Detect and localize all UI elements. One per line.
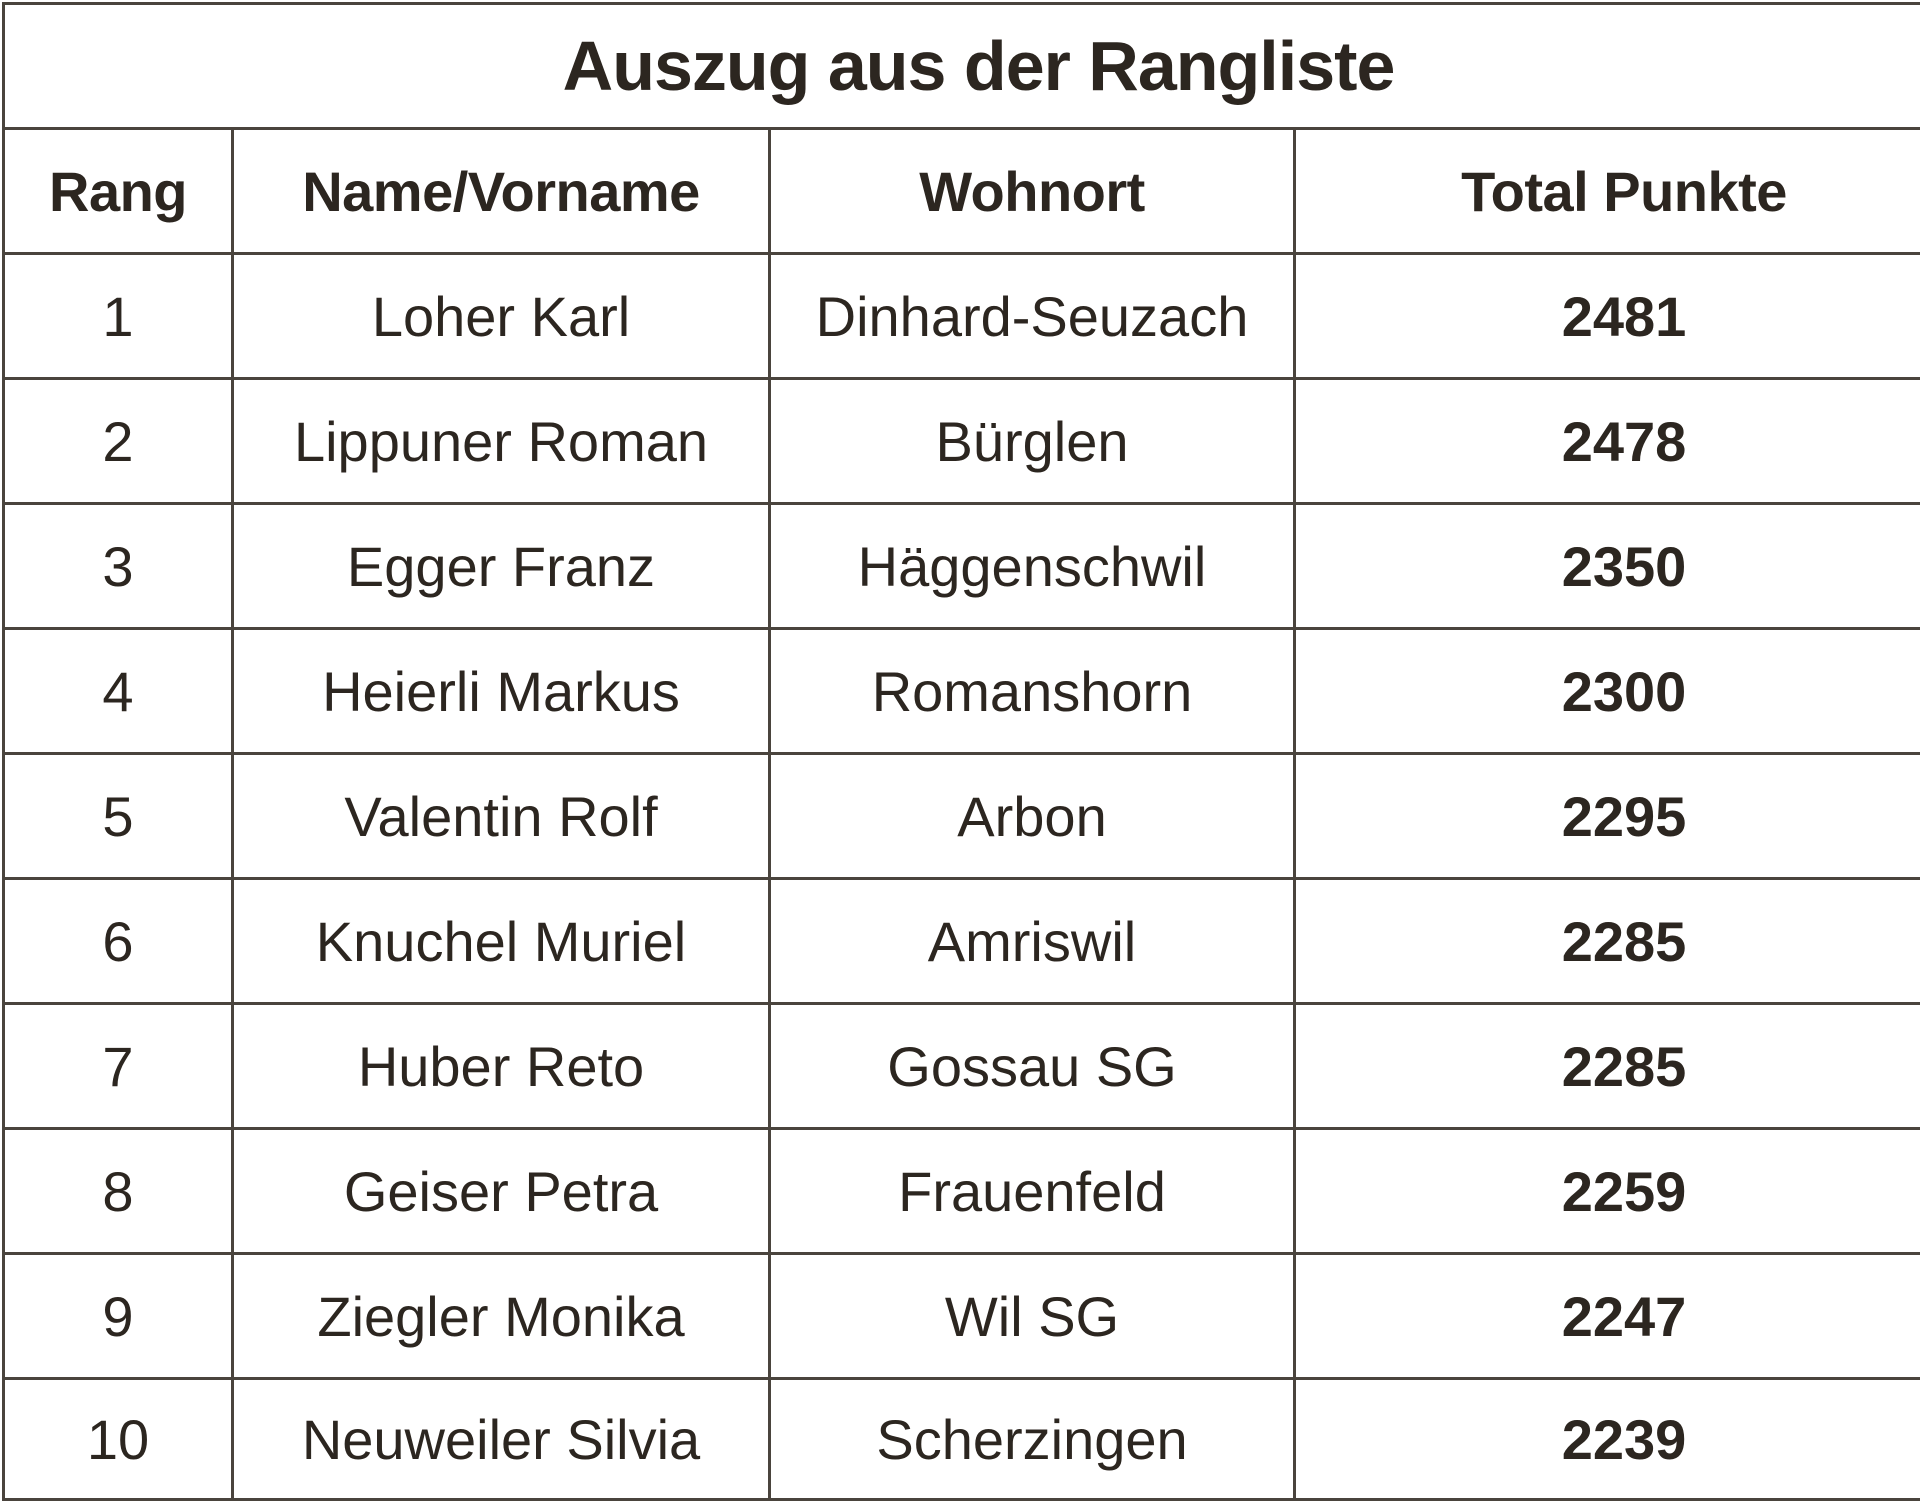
- rank-cell: 6: [2, 877, 234, 1005]
- column-header-rank: Rang: [2, 127, 234, 255]
- points-cell: 2295: [1292, 752, 1920, 880]
- rank-cell: 10: [2, 1377, 234, 1501]
- town-cell: Gossau SG: [768, 1002, 1296, 1130]
- name-cell: Lippuner Roman: [231, 377, 771, 505]
- header-row: Rang Name/Vorname Wohnort Total Punkte: [2, 127, 1920, 255]
- table-row: 3 Egger Franz Häggenschwil 2350: [2, 502, 1920, 630]
- name-cell: Loher Karl: [231, 252, 771, 380]
- name-cell: Huber Reto: [231, 1002, 771, 1130]
- points-cell: 2478: [1292, 377, 1920, 505]
- column-header-name: Name/Vorname: [231, 127, 771, 255]
- name-cell: Knuchel Muriel: [231, 877, 771, 1005]
- title-row: Auszug aus der Rangliste: [1, 2, 1920, 130]
- rank-cell: 3: [2, 502, 234, 630]
- table-row: 1 Loher Karl Dinhard-Seuzach 2481: [2, 252, 1920, 380]
- town-cell: Wil SG: [768, 1252, 1296, 1380]
- name-cell: Geiser Petra: [231, 1127, 771, 1255]
- town-cell: Amriswil: [768, 877, 1296, 1005]
- town-cell: Häggenschwil: [768, 502, 1296, 630]
- name-cell: Neuweiler Silvia: [231, 1377, 771, 1501]
- rank-cell: 9: [2, 1252, 234, 1380]
- points-cell: 2285: [1292, 1002, 1920, 1130]
- column-header-town: Wohnort: [768, 127, 1296, 255]
- rank-cell: 8: [2, 1127, 234, 1255]
- town-cell: Arbon: [768, 752, 1296, 880]
- name-cell: Heierli Markus: [231, 627, 771, 755]
- points-cell: 2239: [1292, 1377, 1920, 1501]
- points-cell: 2285: [1292, 877, 1920, 1005]
- table-row: 9 Ziegler Monika Wil SG 2247: [2, 1252, 1920, 1380]
- points-cell: 2259: [1292, 1127, 1920, 1255]
- town-cell: Dinhard-Seuzach: [768, 252, 1296, 380]
- town-cell: Scherzingen: [768, 1377, 1296, 1501]
- name-cell: Egger Franz: [231, 502, 771, 630]
- table-title: Auszug aus der Rangliste: [1, 2, 1920, 130]
- table-row: 8 Geiser Petra Frauenfeld 2259: [2, 1127, 1920, 1255]
- points-cell: 2481: [1292, 252, 1920, 380]
- table-row: 2 Lippuner Roman Bürglen 2478: [2, 377, 1920, 505]
- rank-cell: 1: [2, 252, 234, 380]
- table-row: 10 Neuweiler Silvia Scherzingen 2239: [2, 1377, 1920, 1501]
- rank-cell: 4: [2, 627, 234, 755]
- rank-cell: 5: [2, 752, 234, 880]
- name-cell: Ziegler Monika: [231, 1252, 771, 1380]
- name-cell: Valentin Rolf: [231, 752, 771, 880]
- rank-cell: 7: [2, 1002, 234, 1130]
- points-cell: 2247: [1292, 1252, 1920, 1380]
- town-cell: Romanshorn: [768, 627, 1296, 755]
- table-row: 4 Heierli Markus Romanshorn 2300: [2, 627, 1920, 755]
- points-cell: 2300: [1292, 627, 1920, 755]
- rank-cell: 2: [2, 377, 234, 505]
- points-cell: 2350: [1292, 502, 1920, 630]
- town-cell: Bürglen: [768, 377, 1296, 505]
- table-row: 6 Knuchel Muriel Amriswil 2285: [2, 877, 1920, 1005]
- column-header-points: Total Punkte: [1292, 127, 1920, 255]
- table-row: 7 Huber Reto Gossau SG 2285: [2, 1002, 1920, 1130]
- table-row: 5 Valentin Rolf Arbon 2295: [2, 752, 1920, 880]
- town-cell: Frauenfeld: [768, 1127, 1296, 1255]
